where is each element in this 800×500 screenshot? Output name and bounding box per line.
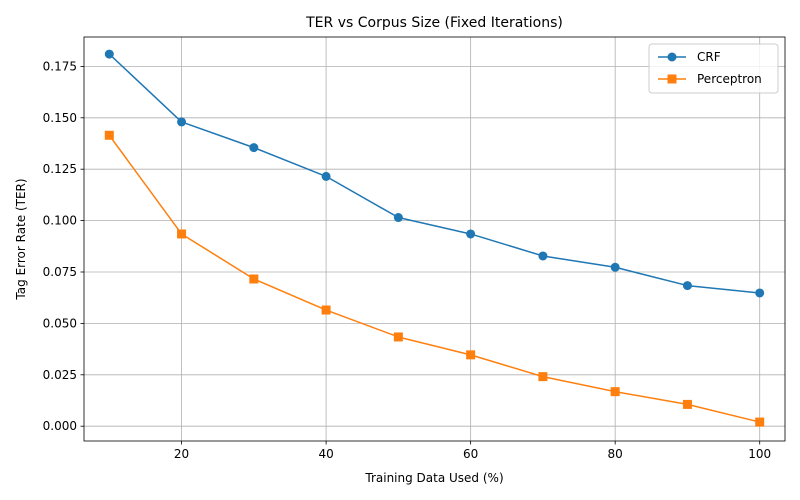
data-point-perceptron (104, 130, 114, 140)
y-tick-label: 0.025 (43, 368, 77, 382)
axis-ticks: 20 40 60 80 100 0.000 0.025 0.050 0.075 0.100 0.12… (43, 59, 772, 461)
y-tick-label: 0.000 (43, 419, 77, 433)
data-point-perceptron (393, 332, 403, 342)
legend-marker-perceptron (667, 74, 677, 84)
data-point-perceptron (177, 229, 187, 239)
data-point-crf (104, 49, 114, 59)
series-perceptron (104, 130, 765, 427)
series-group (104, 49, 765, 427)
y-tick-label: 0.150 (43, 111, 77, 125)
data-point-crf (682, 281, 692, 291)
plot-frame (83, 36, 786, 442)
data-point-perceptron (321, 305, 331, 315)
series-line-crf (108, 53, 760, 294)
legend-label-crf: CRF (697, 50, 721, 64)
y-axis-label: Tag Error Rate (TER) (14, 178, 28, 300)
y-tick-label: 0.125 (43, 162, 77, 176)
x-tick-label: 20 (174, 447, 189, 461)
data-point-perceptron (466, 350, 476, 360)
series-crf (104, 49, 765, 298)
x-tick-label: 60 (463, 447, 478, 461)
legend-label-perceptron: Perceptron (697, 72, 762, 86)
data-point-perceptron (610, 387, 620, 397)
data-point-perceptron (682, 399, 692, 409)
data-point-crf (466, 229, 476, 239)
legend-marker-crf (667, 52, 677, 62)
data-point-crf (393, 213, 403, 223)
data-point-crf (538, 251, 548, 261)
y-tick-label: 0.075 (43, 265, 77, 279)
x-tick-label: 40 (318, 447, 333, 461)
data-point-perceptron (755, 417, 765, 427)
data-point-crf (177, 117, 187, 127)
y-tick-label: 0.100 (43, 214, 77, 228)
data-point-perceptron (538, 372, 548, 382)
legend: CRF Perceptron (648, 43, 779, 94)
data-point-crf (610, 262, 620, 272)
y-tick-label: 0.050 (43, 316, 77, 330)
data-point-perceptron (249, 274, 259, 284)
data-point-crf (321, 171, 331, 181)
series-line-perceptron (108, 134, 760, 423)
x-axis-label: Training Data Used (%) (364, 471, 503, 485)
grid (84, 37, 785, 441)
x-tick-label: 100 (748, 447, 771, 461)
data-point-crf (249, 143, 259, 153)
chart-title: TER vs Corpus Size (Fixed Iterations) (305, 15, 563, 31)
x-tick-label: 80 (608, 447, 623, 461)
data-point-crf (755, 288, 765, 298)
y-tick-label: 0.175 (43, 59, 77, 73)
